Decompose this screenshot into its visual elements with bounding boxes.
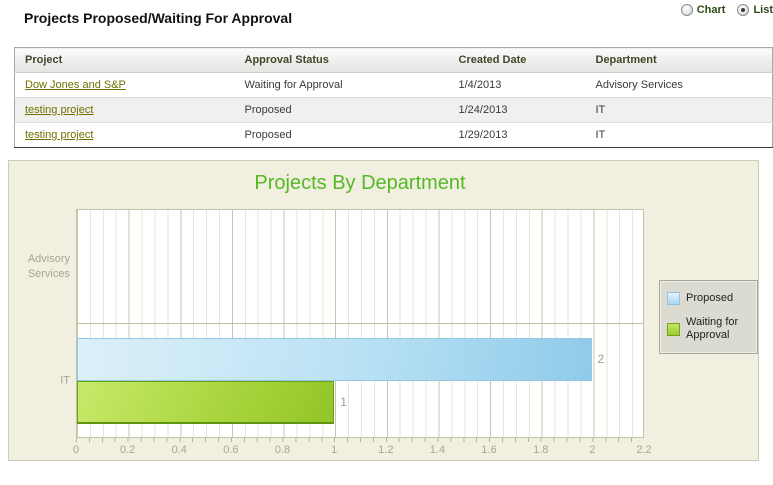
chart-title: Projects By Department xyxy=(254,172,466,194)
plot-bands: Advisory Services IT 2 1 xyxy=(28,210,643,437)
chart-radio-label: Chart xyxy=(696,4,726,16)
project-link[interactable]: Dow Jones and S&P xyxy=(25,79,126,91)
x-tick-label: 1.4 xyxy=(429,444,446,456)
table-row: Dow Jones and S&P Waiting for Approval 1/4… xyxy=(14,72,773,98)
table-body: Dow Jones and S&P Waiting for Approval 1/4… xyxy=(14,72,773,148)
radio-button-icon[interactable] xyxy=(737,4,750,16)
legend-swatch-icon xyxy=(667,292,680,305)
x-tick-label: 1.8 xyxy=(533,444,549,456)
column-header-project[interactable]: Project xyxy=(14,47,235,73)
y-axis-label: Advisory Services xyxy=(27,252,70,280)
page-title: Projects Proposed/Waiting For Approval xyxy=(24,10,293,26)
x-axis-labels: 0 0.2 0.4 0.6 0.8 1 1.2 1.4 1.6 1.8 2 2.2 xyxy=(72,444,652,458)
status-cell: Waiting for Approval xyxy=(244,79,343,91)
project-link[interactable]: testing project xyxy=(25,129,94,141)
column-header-created-date[interactable]: Created Date xyxy=(448,47,586,73)
bar-value-label: 2 xyxy=(597,352,605,366)
table-row: testing project Proposed 1/24/2013 IT xyxy=(14,97,773,123)
category-band: IT 2 1 xyxy=(60,323,643,437)
legend-item: Waiting for Approval xyxy=(667,316,750,342)
created-date-cell: 1/24/2013 xyxy=(458,104,508,116)
legend-swatch-icon xyxy=(667,322,680,336)
bar-waiting-for-approval: 1 xyxy=(77,380,347,424)
x-tick-label: 1.2 xyxy=(378,444,394,456)
x-tick-label: 2 xyxy=(589,444,596,456)
x-tick-label: 0.8 xyxy=(274,444,291,456)
x-tick-label: 0.2 xyxy=(119,444,136,456)
chart-panel: Projects By Department Advisory Services… xyxy=(8,160,759,461)
department-cell: IT xyxy=(595,104,606,116)
project-link[interactable]: testing project xyxy=(25,104,94,116)
column-header-department[interactable]: Department xyxy=(585,47,773,73)
created-date-cell: 1/4/2013 xyxy=(458,79,502,91)
department-cell: Advisory Services xyxy=(595,79,683,91)
x-tick-label: 1 xyxy=(331,444,338,456)
category-band: Advisory Services xyxy=(28,210,643,323)
bar-proposed: 2 xyxy=(77,337,604,381)
y-axis-label: IT xyxy=(60,374,70,386)
projects-table: Project Approval Status Created Date Dep… xyxy=(14,47,773,148)
chart-view-radio[interactable]: Chart xyxy=(680,4,726,16)
status-cell: Proposed xyxy=(244,104,292,116)
plot-area: Advisory Services IT 2 1 xyxy=(28,209,644,438)
legend-item: Proposed xyxy=(667,292,750,305)
status-cell: Proposed xyxy=(244,129,292,141)
x-tick-label: 0.4 xyxy=(171,444,187,456)
axis-tick-marks xyxy=(76,438,644,442)
column-header-approval-status[interactable]: Approval Status xyxy=(234,47,449,73)
bar-value-label: 1 xyxy=(340,394,347,409)
table-row: testing project Proposed 1/29/2013 IT xyxy=(14,122,773,148)
legend-label: Proposed xyxy=(686,292,734,304)
x-tick-label: 1.6 xyxy=(481,444,497,456)
created-date-cell: 1/29/2013 xyxy=(458,129,508,141)
table-header-row: Project Approval Status Created Date Dep… xyxy=(14,47,773,73)
x-tick-label: 0 xyxy=(72,444,80,456)
department-cell: IT xyxy=(595,129,606,141)
view-toggle: Chart List xyxy=(680,4,773,16)
x-tick-label: 2.2 xyxy=(636,444,652,456)
list-view-radio[interactable]: List xyxy=(737,4,773,16)
x-tick-label: 0.6 xyxy=(223,444,239,456)
chart-legend: Proposed Waiting for Approval xyxy=(659,280,758,354)
list-radio-label: List xyxy=(753,4,773,16)
legend-label: Waiting for Approval xyxy=(686,316,739,341)
radio-button-icon[interactable] xyxy=(680,4,693,16)
